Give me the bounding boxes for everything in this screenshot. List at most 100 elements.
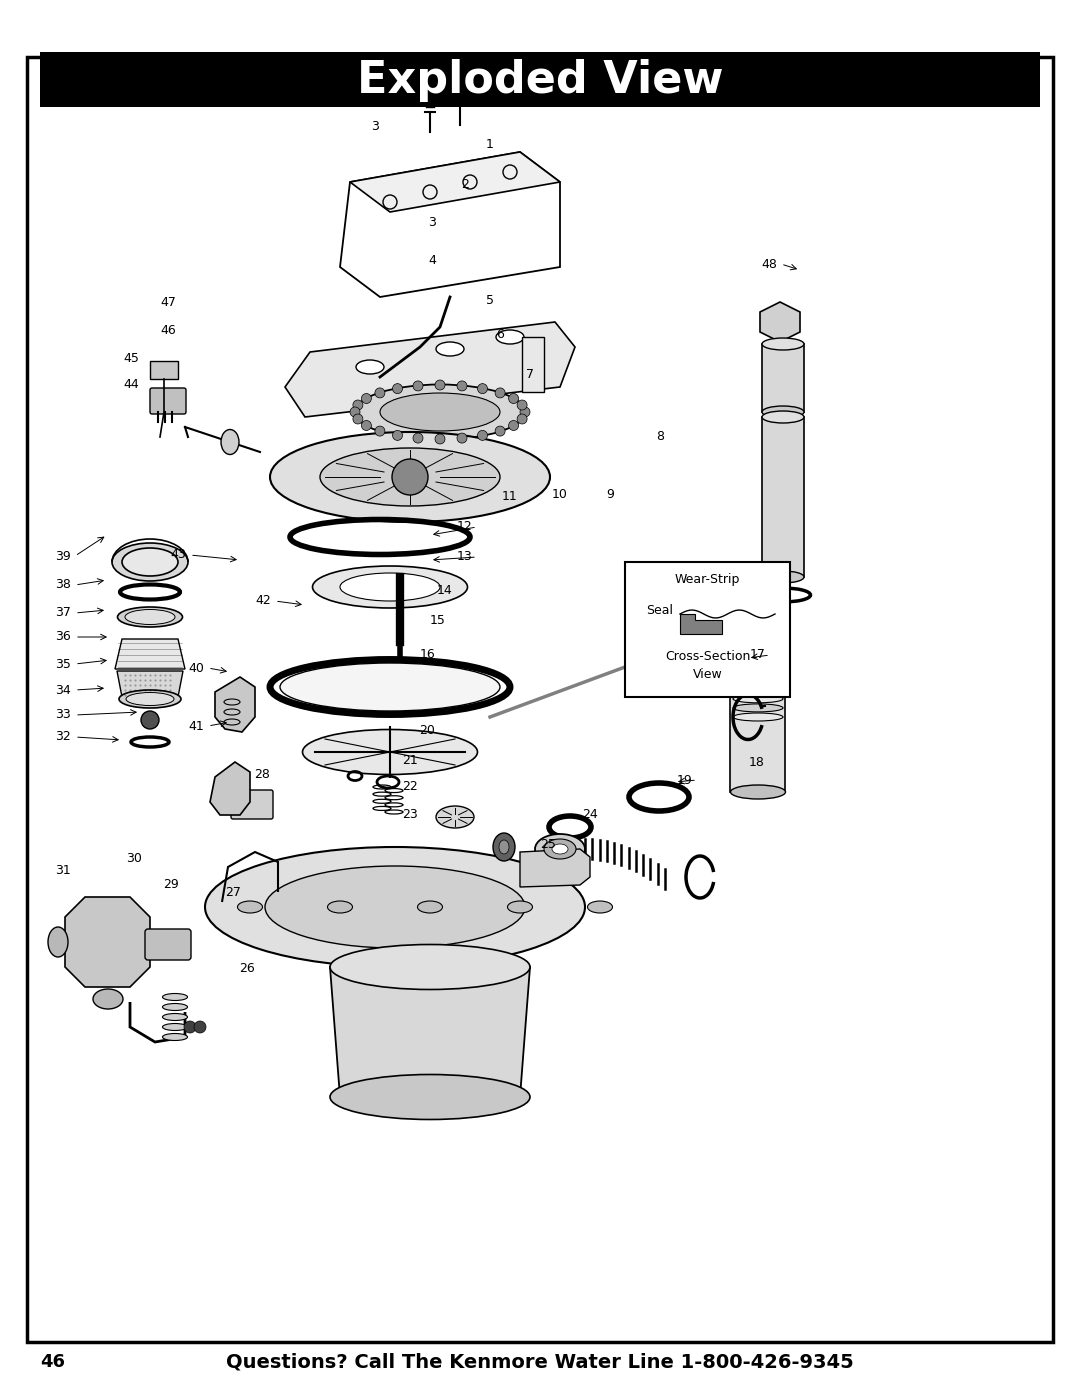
Text: 14: 14 (437, 584, 453, 597)
Text: 23: 23 (402, 809, 418, 821)
Circle shape (184, 1021, 195, 1032)
Text: 4: 4 (428, 253, 436, 267)
Text: 37: 37 (55, 606, 71, 619)
Ellipse shape (280, 664, 500, 711)
Text: 36: 36 (55, 630, 71, 644)
Polygon shape (215, 678, 255, 732)
Text: Questions? Call The Kenmore Water Line 1-800-426-9345: Questions? Call The Kenmore Water Line 1… (226, 1352, 854, 1372)
Ellipse shape (762, 338, 804, 351)
Text: 3: 3 (372, 120, 379, 134)
Text: 46: 46 (40, 1354, 65, 1370)
Text: 17: 17 (751, 648, 766, 662)
Ellipse shape (733, 658, 783, 666)
Text: 29: 29 (163, 879, 179, 891)
Text: Cross-Section: Cross-Section (665, 651, 751, 664)
Ellipse shape (327, 901, 352, 914)
Circle shape (413, 433, 423, 443)
FancyBboxPatch shape (150, 388, 186, 414)
Circle shape (457, 433, 467, 443)
Polygon shape (210, 761, 249, 814)
Circle shape (517, 414, 527, 423)
Polygon shape (330, 967, 530, 1097)
Ellipse shape (762, 571, 804, 583)
Circle shape (141, 711, 159, 729)
Circle shape (435, 434, 445, 444)
Text: 35: 35 (55, 658, 71, 671)
Text: 47: 47 (160, 296, 176, 310)
Circle shape (392, 460, 428, 495)
Polygon shape (760, 302, 800, 342)
Ellipse shape (205, 847, 585, 967)
Text: 34: 34 (55, 683, 71, 697)
Ellipse shape (356, 360, 384, 374)
FancyBboxPatch shape (27, 57, 1053, 1343)
FancyBboxPatch shape (150, 360, 178, 379)
Ellipse shape (125, 609, 175, 624)
Text: 46: 46 (160, 324, 176, 337)
Polygon shape (285, 321, 575, 416)
Text: Seal: Seal (647, 604, 674, 616)
Text: View: View (692, 669, 723, 682)
Text: 27: 27 (225, 886, 241, 898)
Text: 15: 15 (430, 613, 446, 626)
Text: 30: 30 (126, 852, 141, 865)
Ellipse shape (330, 1074, 530, 1119)
Ellipse shape (418, 901, 443, 914)
Ellipse shape (48, 928, 68, 957)
FancyBboxPatch shape (231, 789, 273, 819)
Text: 31: 31 (55, 863, 71, 876)
Circle shape (362, 420, 372, 430)
Text: 10: 10 (552, 488, 568, 500)
Text: 38: 38 (55, 578, 71, 591)
Circle shape (519, 407, 530, 416)
FancyBboxPatch shape (625, 562, 789, 697)
Polygon shape (114, 638, 185, 669)
FancyBboxPatch shape (730, 622, 785, 792)
Ellipse shape (162, 1013, 188, 1020)
Ellipse shape (762, 411, 804, 423)
Circle shape (353, 414, 363, 423)
Polygon shape (680, 615, 723, 634)
Polygon shape (65, 897, 150, 988)
Text: 12: 12 (457, 521, 473, 534)
Text: 40: 40 (188, 662, 204, 675)
Ellipse shape (508, 901, 532, 914)
Ellipse shape (733, 668, 783, 676)
Text: 6: 6 (496, 328, 504, 341)
Ellipse shape (221, 429, 239, 454)
Ellipse shape (312, 566, 468, 608)
Ellipse shape (93, 989, 123, 1009)
Circle shape (375, 426, 384, 436)
Text: 32: 32 (55, 731, 71, 743)
Ellipse shape (270, 432, 550, 522)
Text: 21: 21 (402, 753, 418, 767)
Text: 33: 33 (55, 708, 71, 721)
Text: 44: 44 (123, 377, 139, 391)
Text: 19: 19 (677, 774, 693, 787)
Circle shape (509, 394, 518, 404)
Text: 28: 28 (254, 767, 270, 781)
Text: 5: 5 (486, 293, 494, 306)
Text: 20: 20 (419, 724, 435, 736)
Ellipse shape (119, 690, 181, 708)
Text: 1: 1 (486, 138, 494, 151)
Circle shape (362, 394, 372, 404)
Ellipse shape (238, 901, 262, 914)
Polygon shape (519, 849, 590, 887)
Ellipse shape (320, 448, 500, 506)
Ellipse shape (733, 694, 783, 703)
Ellipse shape (733, 631, 783, 640)
Polygon shape (117, 671, 183, 697)
Ellipse shape (330, 944, 530, 989)
FancyBboxPatch shape (522, 337, 544, 393)
Ellipse shape (762, 407, 804, 418)
Ellipse shape (733, 686, 783, 694)
Text: 2: 2 (461, 179, 469, 191)
Ellipse shape (730, 605, 785, 619)
Text: 3: 3 (428, 215, 436, 229)
Text: 13: 13 (457, 550, 473, 563)
Text: 42: 42 (255, 595, 271, 608)
Ellipse shape (733, 640, 783, 648)
Ellipse shape (162, 1024, 188, 1031)
Text: 26: 26 (239, 961, 255, 975)
